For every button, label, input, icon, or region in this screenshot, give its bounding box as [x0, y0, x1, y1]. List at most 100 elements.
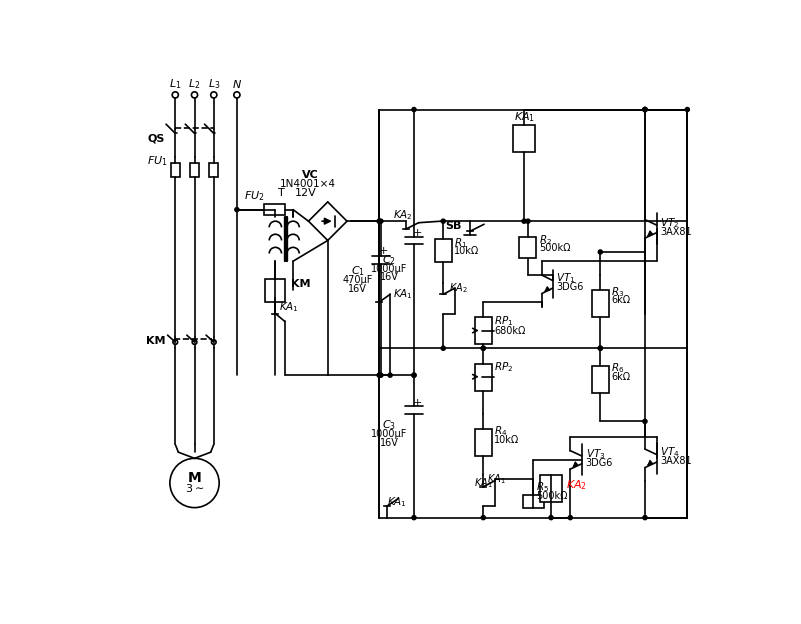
Text: $R_2$: $R_2$ — [540, 233, 553, 246]
Text: 16V: 16V — [380, 273, 399, 283]
Text: SB: SB — [445, 221, 461, 231]
Circle shape — [441, 219, 445, 223]
Text: $VT_4$: $VT_4$ — [660, 446, 680, 459]
Circle shape — [598, 346, 602, 350]
Text: 3AX81: 3AX81 — [660, 227, 692, 237]
Text: 500kΩ: 500kΩ — [537, 491, 568, 501]
Circle shape — [377, 219, 381, 223]
Circle shape — [379, 373, 383, 377]
Circle shape — [192, 339, 197, 344]
Circle shape — [234, 92, 240, 98]
Circle shape — [412, 373, 416, 377]
Text: 3AX81: 3AX81 — [660, 456, 692, 466]
Text: 12V: 12V — [296, 188, 317, 198]
Text: $KA_1$: $KA_1$ — [387, 495, 407, 509]
Circle shape — [379, 219, 383, 223]
Text: KM: KM — [147, 336, 166, 346]
Circle shape — [235, 208, 239, 212]
Bar — [540, 475, 562, 502]
Circle shape — [643, 107, 647, 112]
Text: 680kΩ: 680kΩ — [494, 326, 525, 336]
Circle shape — [522, 219, 526, 223]
Text: $R_4$: $R_4$ — [494, 424, 508, 438]
Bar — [435, 239, 452, 262]
Text: +: + — [379, 246, 388, 256]
Text: 10kΩ: 10kΩ — [494, 435, 519, 445]
Text: $KA_2$: $KA_2$ — [449, 281, 468, 295]
Circle shape — [441, 346, 445, 350]
Text: T: T — [278, 188, 285, 198]
Circle shape — [643, 419, 647, 423]
Bar — [475, 318, 492, 344]
Bar — [475, 429, 492, 456]
Circle shape — [643, 107, 647, 112]
Text: 16V: 16V — [380, 438, 399, 448]
Bar — [592, 366, 609, 393]
Bar — [264, 204, 285, 215]
Circle shape — [643, 515, 647, 520]
Circle shape — [481, 346, 485, 350]
Circle shape — [686, 107, 689, 112]
Text: M: M — [187, 471, 201, 485]
Circle shape — [170, 459, 219, 507]
Text: 1000μF: 1000μF — [371, 264, 408, 274]
Bar — [513, 125, 535, 152]
Text: +: + — [413, 228, 422, 238]
Bar — [522, 495, 544, 509]
Text: 470μF: 470μF — [343, 275, 373, 285]
Text: $KA_1$: $KA_1$ — [487, 472, 505, 486]
Text: 10kΩ: 10kΩ — [454, 246, 479, 256]
Text: $L_2$: $L_2$ — [188, 77, 201, 91]
Text: $C_1$: $C_1$ — [351, 265, 364, 278]
Text: $VT_1$: $VT_1$ — [557, 271, 576, 285]
Text: $KA_1$: $KA_1$ — [393, 288, 413, 301]
Bar — [171, 163, 180, 177]
Circle shape — [211, 92, 217, 98]
Bar — [592, 291, 609, 318]
Circle shape — [412, 515, 416, 520]
Circle shape — [412, 373, 416, 377]
Circle shape — [598, 250, 602, 254]
Text: $C_2$: $C_2$ — [382, 253, 396, 266]
Text: 3DG6: 3DG6 — [557, 283, 584, 293]
Text: $VT_3$: $VT_3$ — [586, 447, 606, 461]
Text: QS: QS — [147, 133, 165, 143]
Circle shape — [211, 339, 216, 344]
Circle shape — [643, 107, 647, 112]
Circle shape — [173, 339, 178, 344]
Text: $RP_1$: $RP_1$ — [494, 314, 513, 328]
Text: $L_1$: $L_1$ — [169, 77, 182, 91]
Circle shape — [412, 107, 416, 112]
Text: $KA_1$: $KA_1$ — [474, 476, 493, 490]
Text: VC: VC — [302, 170, 319, 180]
Text: $N$: $N$ — [231, 78, 242, 90]
Text: 500kΩ: 500kΩ — [540, 243, 571, 253]
Text: $R_1$: $R_1$ — [454, 236, 467, 250]
Text: $KA_2$: $KA_2$ — [392, 208, 413, 222]
Circle shape — [549, 515, 553, 520]
Bar — [190, 163, 199, 177]
Circle shape — [191, 92, 198, 98]
Bar — [209, 163, 219, 177]
Text: $KA_2$: $KA_2$ — [566, 479, 587, 492]
Text: $3{\sim}$: $3{\sim}$ — [185, 482, 204, 494]
Circle shape — [598, 346, 602, 350]
Text: $KA_1$: $KA_1$ — [280, 301, 299, 314]
Circle shape — [643, 107, 647, 112]
Text: 6kΩ: 6kΩ — [611, 372, 630, 382]
Circle shape — [377, 219, 381, 223]
Circle shape — [481, 515, 485, 520]
Text: 1000μF: 1000μF — [371, 429, 408, 439]
Text: +: + — [413, 398, 422, 408]
Circle shape — [569, 515, 572, 520]
Text: $C_3$: $C_3$ — [382, 418, 396, 432]
Circle shape — [172, 92, 179, 98]
Text: $FU_1$: $FU_1$ — [147, 154, 168, 168]
Text: $RP_2$: $RP_2$ — [494, 361, 513, 374]
Circle shape — [377, 373, 381, 377]
Circle shape — [526, 219, 530, 223]
Text: $KA_1$: $KA_1$ — [513, 110, 534, 124]
Text: $VT_2$: $VT_2$ — [660, 216, 680, 230]
Circle shape — [481, 346, 485, 350]
Text: 1N4001×4: 1N4001×4 — [280, 179, 336, 189]
